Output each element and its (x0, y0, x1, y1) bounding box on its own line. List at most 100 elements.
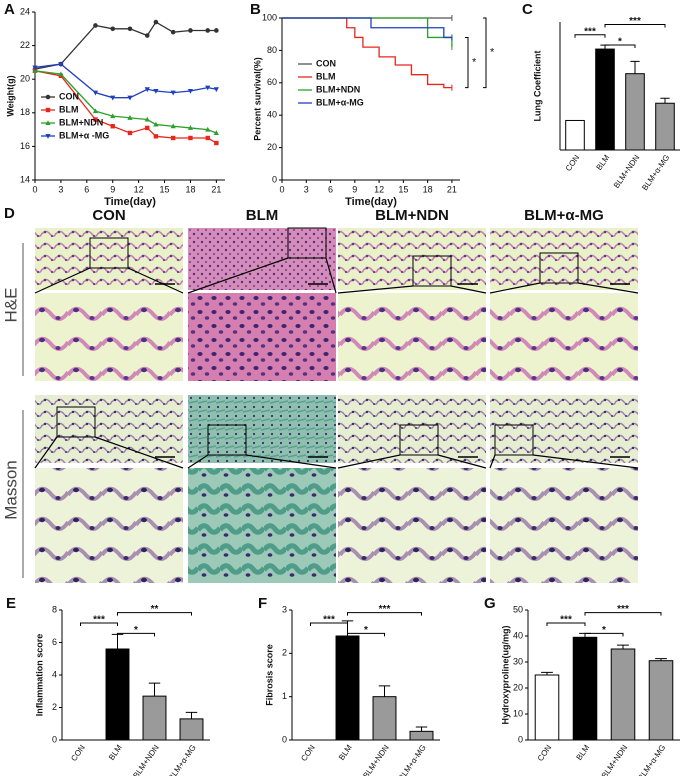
legend-label: BLM+NDN (59, 117, 103, 127)
y-tick-label: 20 (267, 142, 277, 152)
point (170, 135, 176, 141)
x-tick-label: BLM (575, 743, 592, 762)
zoom-box (412, 255, 452, 287)
significance-bracket (584, 612, 662, 616)
point (92, 108, 99, 114)
significance-label: * (490, 47, 495, 59)
legend-label: CON (316, 58, 336, 68)
panel-label: F (258, 595, 267, 612)
x-tick-label: 15 (398, 184, 408, 194)
x-tick-label: CON (536, 743, 554, 763)
y-tick-label: 10 (513, 708, 523, 718)
significance-bracket (584, 632, 624, 637)
histology-zoom-image (338, 293, 486, 381)
x-tick-label: 12 (134, 184, 144, 194)
x-tick-label: 3 (58, 184, 63, 194)
survival-curve (282, 17, 452, 89)
y-tick-label: 20 (513, 682, 523, 692)
bar (372, 696, 397, 741)
x-tick-label: BLM+NDN (600, 743, 630, 776)
y-tick-label: 24 (20, 6, 30, 16)
point (110, 26, 116, 32)
panel-label: C (522, 1, 533, 18)
point (127, 26, 133, 32)
histology-zoom-image (188, 293, 336, 381)
y-axis-label: Weight(g) (5, 75, 15, 116)
zoom-lines (34, 267, 184, 294)
x-tick-label: 15 (160, 184, 170, 194)
bar (610, 648, 636, 741)
bar (595, 48, 615, 151)
significance-bracket (604, 44, 636, 49)
significance-label: *** (584, 26, 596, 37)
point (45, 120, 51, 125)
zoom-box (56, 406, 96, 438)
y-tick-label: 0 (518, 734, 523, 744)
y-axis-label: Hydroxyproline(ug/mg) (500, 625, 510, 724)
significance-bracket (465, 36, 469, 89)
x-tick-label: BLM+α-MG (167, 743, 198, 776)
error-bar (415, 726, 428, 732)
point (110, 113, 116, 119)
y-tick-label: 8 (52, 604, 57, 614)
point (144, 87, 150, 93)
point (110, 95, 116, 101)
significance-bracket (80, 622, 118, 626)
error-bar (185, 711, 198, 719)
point (32, 68, 38, 73)
legend-label: BLM+NDN (316, 84, 360, 94)
y-tick-label: 80 (267, 45, 277, 55)
point (213, 87, 219, 93)
zoom-lines (187, 257, 337, 294)
histology-zoom-image (35, 293, 183, 381)
bar (648, 660, 674, 741)
histology-image (35, 395, 183, 463)
y-tick-label: 4 (52, 669, 57, 679)
significance-label: * (134, 625, 138, 636)
point (110, 124, 115, 129)
histology-image (188, 395, 336, 463)
point (145, 125, 150, 131)
histology-zoom-image (35, 468, 183, 583)
significance-bracket (347, 632, 385, 637)
bar (655, 102, 675, 151)
error-bar (655, 658, 667, 661)
significance-label: *** (617, 604, 629, 615)
y-axis-label: Percent survival(%) (252, 57, 262, 141)
bar (105, 648, 130, 741)
x-tick-label: BLM (337, 743, 354, 762)
point (58, 71, 64, 77)
histology-image (338, 395, 486, 463)
error-bar (617, 644, 629, 649)
histology-image (490, 395, 638, 463)
zoom-lines (187, 454, 337, 469)
point (45, 94, 51, 100)
column-header: CON (92, 207, 125, 224)
point (144, 116, 150, 122)
point (93, 23, 98, 28)
y-tick-label: 20 (20, 74, 30, 84)
bar (142, 695, 167, 741)
point (45, 134, 51, 139)
point (144, 33, 150, 38)
survival-curve (282, 17, 453, 48)
y-axis-label: Lung Coefficient (532, 51, 542, 122)
error-bar (660, 97, 670, 104)
zoom-box (207, 424, 247, 456)
y-tick-label: 18 (20, 107, 30, 117)
zoom-lines (34, 436, 184, 469)
point (214, 140, 219, 146)
panel-label: G (484, 595, 496, 612)
x-tick-label: 6 (84, 184, 89, 194)
y-tick-label: 50 (513, 604, 523, 614)
panel-label: E (6, 595, 16, 612)
zoom-box (399, 424, 439, 456)
column-header: BLM+NDN (375, 207, 449, 224)
point (205, 85, 211, 91)
point (170, 90, 176, 96)
point (170, 123, 176, 129)
legend-label: BLM+α-MG (316, 97, 364, 107)
x-tick-label: BLM+NDN (131, 743, 161, 776)
column-header: BLM (246, 207, 279, 224)
